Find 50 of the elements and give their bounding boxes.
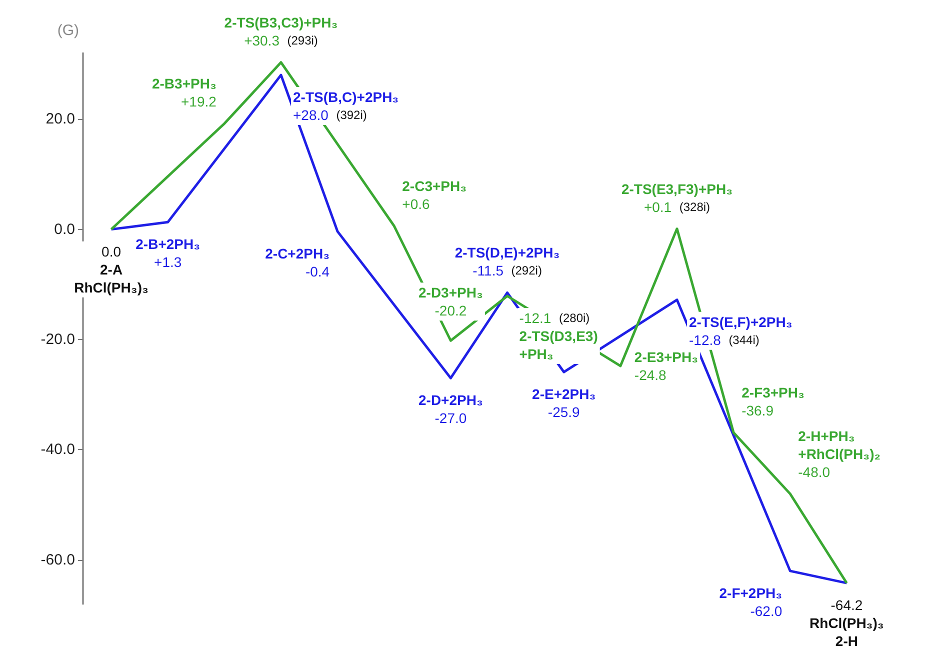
data-label: -12.8	[689, 332, 722, 348]
data-label: -0.4	[305, 264, 330, 280]
data-label: -11.5	[472, 262, 504, 279]
data-label: -20.2	[434, 302, 467, 319]
data-label: -36.9	[742, 402, 774, 419]
data-label: +0.1	[644, 198, 672, 215]
annotation: 2-TS(B,C)+2PH₃	[293, 89, 399, 106]
annotation: (392i)	[336, 108, 367, 122]
annotation: (292i)	[511, 264, 542, 278]
y-tick-label: -20.0	[40, 331, 75, 348]
text: 2-TS(B3,C3)+PH₃	[224, 14, 338, 30]
annotation: 2-E3+PH₃	[634, 348, 698, 365]
annotation: 2-TS(E3,F3)+PH₃	[621, 180, 733, 197]
data-label: +0.6	[402, 196, 430, 212]
annotation: 2-F3+PH₃	[742, 384, 804, 401]
data-label: -48.0	[798, 464, 830, 480]
data-label: -25.9	[548, 404, 580, 420]
annotation: 2-E+2PH₃	[532, 386, 596, 402]
y-axis-title: (G)	[57, 22, 79, 39]
y-tick-label: 20.0	[46, 110, 75, 128]
annotation: 2-D3+PH₃	[418, 284, 483, 301]
annotation: 2-B+2PH₃	[136, 236, 200, 252]
y-tick-label: 0.0	[54, 220, 75, 238]
annotation: 2-C+2PH₃	[265, 246, 330, 262]
data-label: -12.1	[519, 310, 552, 326]
data-label: -62.0	[750, 602, 782, 619]
annotation: (328i)	[679, 200, 710, 214]
data-label: -24.8	[634, 366, 667, 383]
data-label: +30.3	[244, 32, 280, 48]
data-label: +19.2	[180, 94, 217, 110]
y-tick-label: -40.0	[40, 441, 75, 458]
data-label: +28.0	[293, 107, 329, 124]
data-label: -64.2	[830, 597, 863, 614]
annotation: 2-F+2PH₃	[719, 584, 782, 601]
annotation: (344i)	[728, 332, 760, 347]
data-label: -27.0	[434, 410, 467, 426]
annotation: 2-TS(D,E)+2PH₃	[454, 244, 560, 261]
annotation: 2-C3+PH₃	[402, 178, 467, 194]
annotation: 2-TS(E,F)+2PH₃	[689, 314, 792, 330]
text: RhCl(PH₃)₃ 2-H	[810, 615, 884, 650]
annotation: 2-D+2PH₃	[418, 392, 483, 408]
y-tick-label: -60.0	[40, 551, 75, 568]
annotation: 2-B3+PH₃	[152, 76, 216, 92]
text: (293i)	[287, 33, 318, 48]
data-label: +1.3	[154, 254, 182, 270]
annotation: 2-A RhCl(PH₃)₃	[74, 261, 148, 296]
annotation: 2-H+PH₃ +RhCl(PH₃)₂	[798, 428, 880, 462]
data-label: 0.0	[102, 243, 122, 260]
annotation: (280i)	[558, 310, 590, 325]
annotation: 2-TS(D3,E3) +PH₃	[519, 328, 598, 362]
